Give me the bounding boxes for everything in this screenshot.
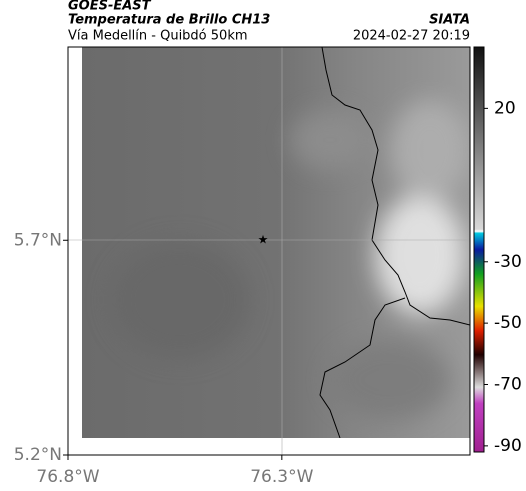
route: Vía Medellín - Quibdó 50km bbox=[68, 29, 248, 44]
imagery bbox=[82, 47, 470, 438]
lon-tick-label: 76.8°W bbox=[36, 467, 99, 487]
lon-tick-label: 76.3°W bbox=[250, 467, 313, 487]
grid bbox=[68, 47, 470, 455]
header: GOES-EAST Temperatura de Brillo CH13 SIA… bbox=[68, 0, 470, 44]
product: Temperatura de Brillo CH13 bbox=[68, 13, 270, 28]
colorbar-ticks: 20 -30 -50 -70 -90 bbox=[484, 98, 522, 456]
colorbar-tick-label: -30 bbox=[494, 252, 522, 272]
source: GOES-EAST bbox=[68, 0, 152, 14]
map-frame bbox=[67, 46, 471, 456]
axes: 5.7°N 5.2°N76.8°W 76.3°W bbox=[14, 230, 314, 487]
colorbar-tick-label: 20 bbox=[494, 98, 516, 118]
timestamp: 2024-02-27 20:19 bbox=[353, 29, 470, 44]
lat-tick-label: 5.7°N bbox=[14, 230, 62, 250]
lat-tick-label: 5.2°N bbox=[14, 445, 62, 465]
colorbar-tick-label: -70 bbox=[494, 375, 522, 395]
colorbar bbox=[473, 46, 485, 453]
agency: SIATA bbox=[429, 13, 470, 28]
colorbar-tick-label: -90 bbox=[494, 436, 522, 456]
location-marker: ★ bbox=[258, 233, 269, 247]
colorbar-tick-label: -50 bbox=[494, 313, 522, 333]
